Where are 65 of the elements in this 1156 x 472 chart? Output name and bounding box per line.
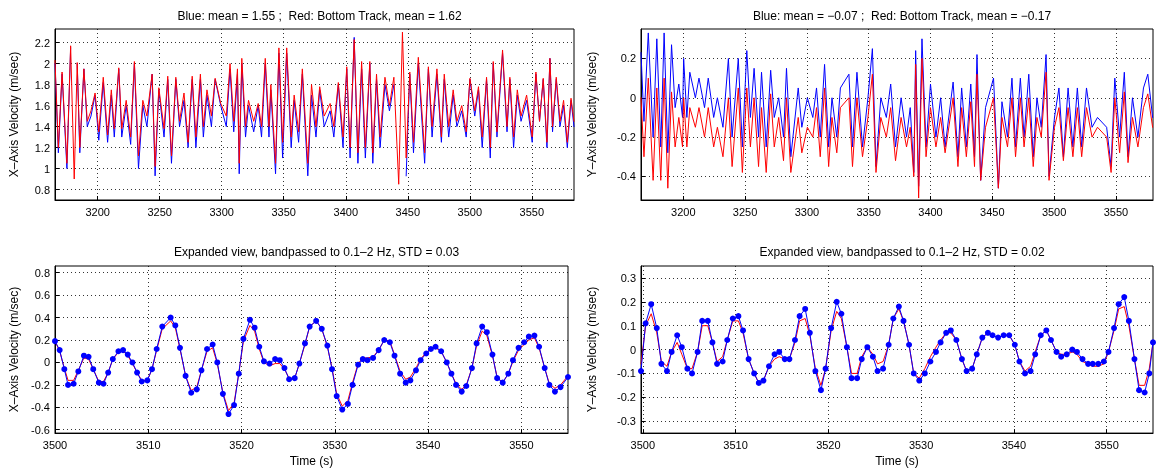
x-tick-label: 3540 <box>1001 438 1027 451</box>
y-axis-title: Y–Axis Velocity (m/sec) <box>585 51 599 178</box>
y-tick-label: 0 <box>43 356 50 369</box>
x-tick-label: 3450 <box>980 205 1005 218</box>
y-tick-label: 0.2 <box>620 295 636 308</box>
y-tick-label: -0.6 <box>31 423 50 436</box>
x-tick-label: 3450 <box>395 205 421 218</box>
chart-title: Blue: mean = 1.55 ; Red: Bottom Track, mean = 1.62 <box>177 9 462 23</box>
chart-title: Expanded view, bandpassed to 0.1–2 Hz, STD = 0.03 <box>173 245 460 259</box>
x-tick-label: 3250 <box>147 205 172 218</box>
y-tick-label: 0.8 <box>34 183 50 196</box>
x-tick-label: 3550 <box>519 205 545 218</box>
y-axis-title: Y–Axis Velocity (m/sec) <box>585 286 599 413</box>
y-tick-label: 0.4 <box>34 311 50 324</box>
x-tick-label: 3510 <box>136 438 161 451</box>
y-tick-label: 0.6 <box>34 289 50 302</box>
y-axis-title: X–Axis Velocity (m/sec) <box>7 51 21 178</box>
y-tick-label: 1.8 <box>34 78 50 91</box>
x-tick-label: 3550 <box>1103 205 1129 218</box>
y-tick-label: 0.8 <box>34 266 50 279</box>
x-tick-label: 3550 <box>509 438 534 451</box>
x-tick-label: 3510 <box>723 438 748 451</box>
x-tick-label: 3530 <box>908 438 934 451</box>
y-tick-label: 1.2 <box>34 141 50 154</box>
x-axis-title: Time (s) <box>875 454 919 468</box>
y-tick-label: -0.4 <box>617 170 636 183</box>
x-tick-label: 3200 <box>85 205 110 218</box>
x-axis-title: Time (s) <box>289 454 334 468</box>
y-tick-label: 0.2 <box>34 334 50 347</box>
chart-title: Expanded view, bandpassed to 0.1–2 Hz, STD = 0.02 <box>759 245 1045 259</box>
y-tick-label: -0.2 <box>617 391 636 404</box>
x-tick-label: 3500 <box>457 205 483 218</box>
y-tick-label: 0.2 <box>620 52 636 65</box>
y-tick-label: 0.1 <box>620 319 636 332</box>
chart-title: Blue: mean = −0.07 ; Red: Bottom Track, mean = −0.17 <box>752 9 1052 23</box>
y-tick-label: 2 <box>43 57 50 70</box>
x-tick-label: 3520 <box>816 438 841 451</box>
x-tick-label: 3300 <box>794 205 820 218</box>
y-tick-label: -0.2 <box>617 131 636 144</box>
y-tick-label: -0.2 <box>31 378 50 391</box>
y-tick-label: 1.4 <box>34 120 50 133</box>
x-tick-label: 3500 <box>1041 205 1067 218</box>
x-tick-label: 3550 <box>1094 438 1119 451</box>
y-tick-label: 0 <box>629 343 636 356</box>
y-tick-label: 2.2 <box>34 36 50 49</box>
x-tick-label: 3300 <box>209 205 234 218</box>
x-tick-label: 3530 <box>322 438 348 451</box>
x-tick-label: 3400 <box>918 205 943 218</box>
y-tick-label: -0.4 <box>31 401 50 414</box>
x-tick-label: 3200 <box>671 205 696 218</box>
x-tick-label: 3540 <box>415 438 441 451</box>
x-tick-label: 3500 <box>42 438 68 451</box>
x-tick-label: 3350 <box>271 205 296 218</box>
x-tick-label: 3250 <box>732 205 758 218</box>
y-tick-label: -0.3 <box>617 415 636 428</box>
y-tick-label: -0.1 <box>617 367 636 380</box>
x-tick-label: 3500 <box>630 438 656 451</box>
y-tick-label: 1 <box>43 162 50 175</box>
x-tick-label: 3400 <box>333 205 358 218</box>
y-axis-title: X–Axis Velocity (m/sec) <box>7 286 21 413</box>
x-tick-label: 3520 <box>229 438 254 451</box>
y-tick-label: 0 <box>629 91 636 104</box>
y-tick-label: 0.3 <box>620 271 636 284</box>
x-tick-label: 3350 <box>856 205 881 218</box>
y-tick-label: 1.6 <box>34 99 50 112</box>
